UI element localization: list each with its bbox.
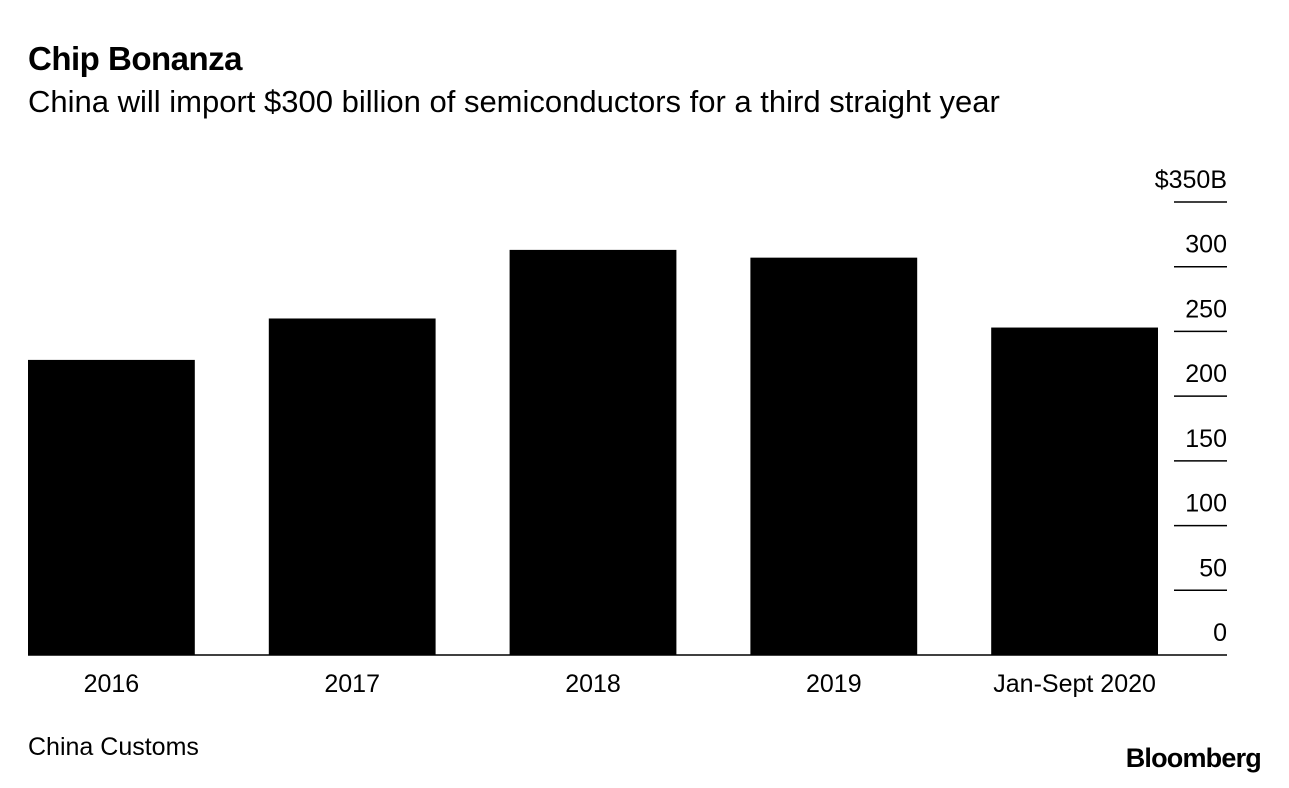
y-gridlines bbox=[1174, 201, 1227, 592]
x-axis-labels: 2016 2017 2018 2019 Jan-Sept 2020 bbox=[84, 670, 1156, 698]
y-tick-label: 250 bbox=[1185, 295, 1227, 323]
y-tick-label: 300 bbox=[1185, 231, 1227, 259]
bar bbox=[509, 249, 677, 656]
x-tick-label: 2019 bbox=[806, 670, 862, 698]
y-tick-label: 200 bbox=[1185, 360, 1227, 388]
bar bbox=[268, 318, 436, 655]
bloomberg-logo: Bloomberg bbox=[1125, 743, 1262, 773]
x-tick-label: 2016 bbox=[84, 670, 140, 698]
x-tick-label: Jan-Sept 2020 bbox=[993, 670, 1156, 698]
bar bbox=[991, 327, 1158, 655]
y-tick-label: 150 bbox=[1185, 425, 1227, 453]
x-tick-label: 2017 bbox=[324, 670, 380, 698]
x-tick-label: 2018 bbox=[565, 670, 621, 698]
bar-series bbox=[28, 249, 1158, 656]
y-tick-label: 0 bbox=[1213, 619, 1227, 647]
bar bbox=[28, 359, 195, 655]
y-tick-label: $350B bbox=[1155, 166, 1227, 194]
chart-title: Chip Bonanza bbox=[28, 40, 243, 77]
bar bbox=[750, 257, 918, 655]
y-tick-label: 100 bbox=[1185, 490, 1227, 518]
chart-subtitle: China will import $300 billion of semico… bbox=[28, 84, 1000, 119]
y-tick-label: 50 bbox=[1199, 554, 1227, 582]
source-note: China Customs bbox=[28, 733, 199, 761]
y-axis-labels: 0 50 100 150 200 250 300 $350B bbox=[1155, 166, 1227, 647]
